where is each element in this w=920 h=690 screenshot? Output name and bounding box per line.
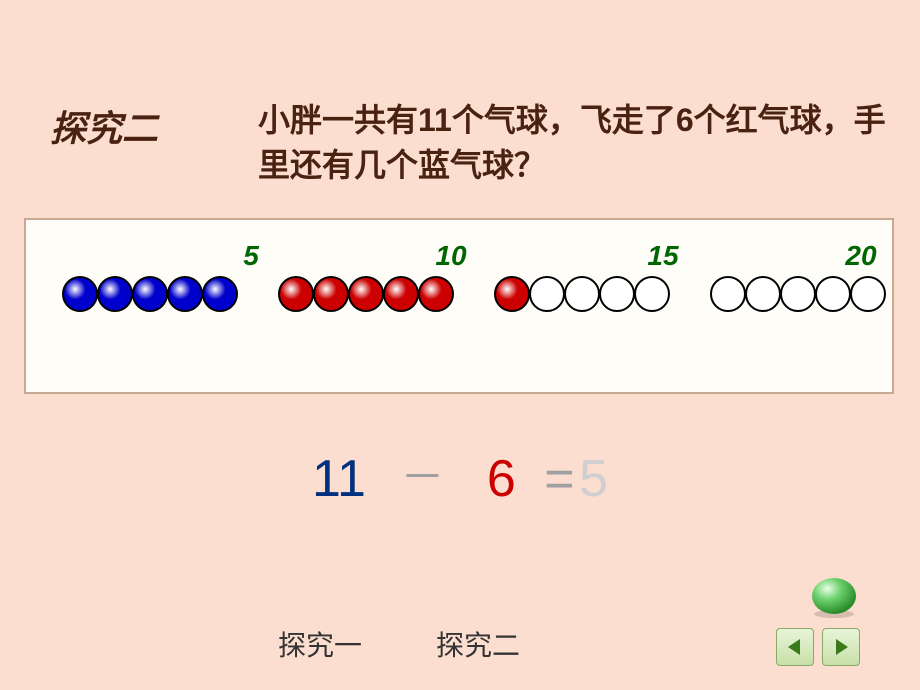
counter-circle: [780, 276, 816, 312]
equation-operator: －: [400, 441, 444, 505]
counter-circle: [132, 276, 168, 312]
equation-answer: 5: [579, 449, 608, 509]
nav-link-explore-1[interactable]: 探究一: [278, 624, 362, 664]
equation-equals: =: [544, 449, 570, 509]
counter-circle: [313, 276, 349, 312]
counter-circle: [278, 276, 314, 312]
counter-circle: [167, 276, 203, 312]
counter-circle: [850, 276, 886, 312]
circle-group: [278, 276, 454, 312]
counter-circle: [529, 276, 565, 312]
arrow-right-icon: [830, 636, 852, 658]
counter-circle: [418, 276, 454, 312]
counter-circle: [383, 276, 419, 312]
nav-buttons: [776, 628, 860, 666]
equation-operand-1: 11: [312, 449, 366, 509]
scale-marker: 10: [435, 240, 466, 272]
counter-frame: 5 10 15 20: [24, 218, 894, 394]
prev-button[interactable]: [776, 628, 814, 666]
counter-circle: [348, 276, 384, 312]
counter-circle: [494, 276, 530, 312]
counter-circle: [634, 276, 670, 312]
counter-circle: [745, 276, 781, 312]
problem-statement: 小胖一共有11个气球，飞走了6个红气球，手里还有几个蓝气球？: [258, 98, 908, 188]
nav-links: 探究一 探究二: [278, 624, 520, 664]
circle-group: [494, 276, 670, 312]
arrow-left-icon: [784, 636, 806, 658]
counter-circle: [710, 276, 746, 312]
circle-group: [62, 276, 238, 312]
circle-group: [710, 276, 886, 312]
counter-circle: [62, 276, 98, 312]
counter-circle: [202, 276, 238, 312]
nav-link-explore-2[interactable]: 探究二: [436, 624, 520, 664]
equation-operand-2: 6: [487, 449, 516, 509]
counter-circle: [599, 276, 635, 312]
counter-circle: [564, 276, 600, 312]
section-title: 探究二: [50, 100, 158, 152]
equation: 11 － 6 = 5: [0, 445, 920, 509]
circles-row: [62, 276, 886, 312]
slide: 探究二 小胖一共有11个气球，飞走了6个红气球，手里还有几个蓝气球？ 5 10 15…: [0, 0, 920, 690]
next-button[interactable]: [822, 628, 860, 666]
scale-marker: 5: [243, 240, 259, 272]
scale-marker: 20: [845, 240, 876, 272]
scale-marker: 15: [647, 240, 678, 272]
counter-circle: [97, 276, 133, 312]
counter-circle: [815, 276, 851, 312]
decorative-orb-icon: [808, 576, 860, 618]
